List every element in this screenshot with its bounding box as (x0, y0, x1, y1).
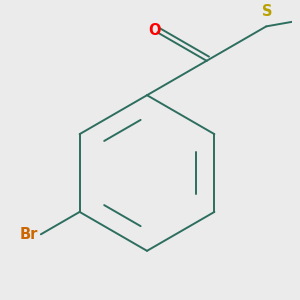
Text: S: S (262, 4, 273, 19)
Text: O: O (148, 23, 160, 38)
Text: Br: Br (20, 227, 38, 242)
